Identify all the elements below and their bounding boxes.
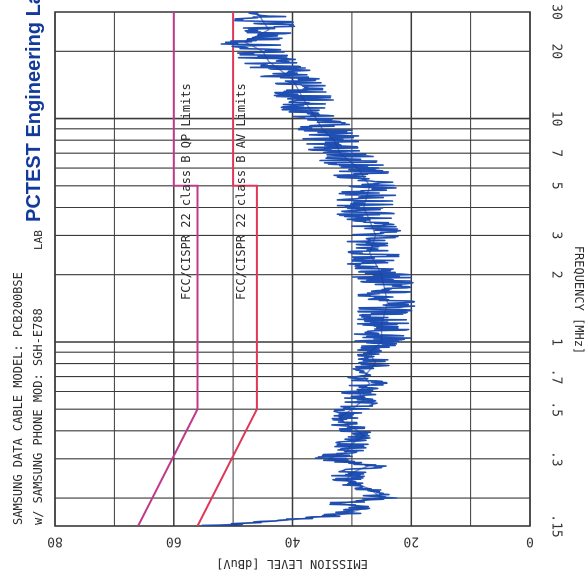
x-tick-label: 30 xyxy=(549,4,564,20)
y-tick-label: 40 xyxy=(285,534,301,549)
x-tick-label: .7 xyxy=(549,369,564,385)
chart-text: SAMSUNG DATA CABLE MODEL: PCB200BSE w/ SA… xyxy=(11,0,586,571)
x-tick-label: 7 xyxy=(549,149,564,157)
x-tick-label: 2 xyxy=(548,271,563,279)
limit-lines xyxy=(137,12,258,526)
qp-limit-label: FCC/CISPR 22 class B QP Limits xyxy=(179,83,193,300)
y-tick-label: 20 xyxy=(403,534,419,549)
x-axis-title: FREQUENCY [MHz] xyxy=(572,246,586,354)
emission-trace xyxy=(201,12,416,526)
x-tick-label: .5 xyxy=(548,401,563,417)
av-limit-label: FCC/CISPR 22 class B AV Limits xyxy=(234,83,248,300)
y-tick-label: 80 xyxy=(47,534,63,549)
x-tick-label: 1 xyxy=(549,338,564,346)
title-line-1: SAMSUNG DATA CABLE MODEL: PCB200BSE xyxy=(11,272,25,525)
x-tick-label: .15 xyxy=(549,514,564,537)
limit-line xyxy=(196,12,258,526)
brand-label: PCTEST Engineering Lab. xyxy=(23,0,45,222)
x-tick-label: 5 xyxy=(548,182,563,190)
emission-envelope xyxy=(209,12,389,526)
y-tick-label: 60 xyxy=(166,534,182,549)
title-line-2: w/ SAMSUNG PHONE MOD: SGH-E788 xyxy=(31,308,45,525)
x-tick-label: 3 xyxy=(549,231,564,239)
emission-series xyxy=(201,12,416,526)
limit-line xyxy=(137,12,199,526)
x-tick-label: 20 xyxy=(548,43,563,59)
y-tick-label: 0 xyxy=(526,534,534,549)
x-tick-label: 10 xyxy=(549,111,564,127)
x-tick-label: .3 xyxy=(549,451,564,467)
x-tick-labels: .15 .3 .5 .7 1 2 3 5 7 10 20 30 xyxy=(548,4,563,538)
lab-prefix: LAB xyxy=(32,230,45,250)
y-axis-title: EMISSION LEVEL [dBuV] xyxy=(216,557,368,571)
y-tick-labels: 0 20 40 60 80 xyxy=(47,534,534,549)
